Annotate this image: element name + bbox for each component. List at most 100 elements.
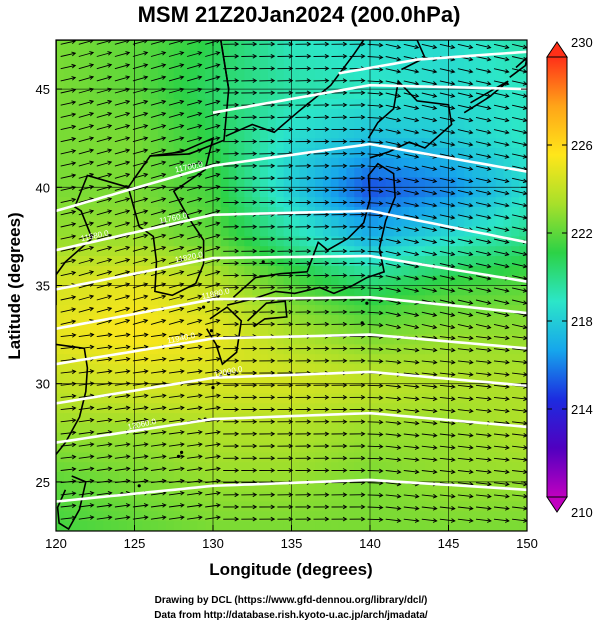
wind-arrow-shaft [475, 445, 491, 449]
wind-arrow-shaft [457, 323, 473, 329]
heat-cell [205, 314, 214, 326]
wind-arrow [114, 318, 131, 325]
heat-cell [495, 393, 505, 404]
heat-cell [393, 354, 402, 365]
heat-cell [71, 344, 81, 355]
heat-cell [487, 256, 497, 267]
wind-arrow [385, 299, 402, 305]
heat-cell [456, 157, 465, 169]
heat-cell [377, 69, 387, 80]
wind-arrow-shaft [96, 334, 112, 338]
heat-cell [56, 256, 65, 267]
wind-arrow-shaft [96, 246, 112, 252]
heat-cell [401, 452, 410, 463]
heat-cell [401, 472, 410, 483]
wind-arrow-head [523, 408, 527, 414]
heat-cell [79, 89, 88, 100]
wind-arrow-shaft [493, 433, 509, 437]
wind-arrow-head [414, 420, 420, 426]
heat-cell [260, 226, 269, 237]
heat-cell [158, 40, 167, 51]
heat-cell [236, 442, 245, 454]
wind-arrow-head [504, 324, 510, 330]
heat-cell [479, 413, 489, 424]
heat-cell [126, 285, 136, 296]
wind-arrow [277, 395, 294, 400]
heat-cell [260, 285, 269, 296]
heat-cell [354, 413, 363, 424]
heat-cell [174, 531, 182, 541]
heat-cell [228, 354, 238, 365]
heat-cell [197, 472, 206, 483]
heat-cell [354, 167, 363, 179]
heat-cell [267, 167, 277, 179]
wind-arrow-head [215, 233, 221, 239]
wind-arrow-head [89, 245, 95, 251]
wind-arrow-shaft [187, 504, 202, 508]
heat-cell [472, 324, 481, 336]
heat-cell [472, 216, 481, 228]
wind-arrow [403, 457, 420, 462]
wind-arrow [114, 282, 131, 289]
heat-cell [448, 481, 457, 493]
wind-arrow [168, 466, 185, 472]
heat-cell [315, 481, 324, 493]
heat-cell [181, 40, 191, 51]
heat-cell [393, 413, 402, 424]
heat-cell [464, 118, 473, 129]
heat-cell [275, 148, 285, 159]
heat-cell [377, 285, 387, 296]
wind-arrow-head [396, 396, 402, 402]
heat-cell [150, 40, 159, 51]
wind-arrow-head [342, 236, 348, 242]
heat-cell [299, 521, 308, 531]
heat-cell [63, 148, 73, 159]
heat-cell [150, 491, 159, 503]
heat-cell [260, 511, 269, 522]
heat-cell [181, 344, 191, 355]
heat-cell [417, 285, 426, 296]
wind-arrow-shaft [78, 467, 94, 471]
heat-cell [322, 481, 332, 493]
heat-cell [56, 462, 65, 473]
wind-arrow-head [198, 503, 203, 508]
heat-cell [362, 285, 371, 296]
heat-cell [72, 531, 80, 541]
wind-arrow [78, 405, 95, 411]
heat-cell [409, 373, 418, 385]
heat-cell [315, 462, 324, 473]
wind-arrow-shaft [367, 336, 383, 338]
wind-arrow [150, 282, 167, 289]
heat-cell [464, 89, 473, 100]
heat-cell [244, 521, 253, 531]
heat-cell [236, 89, 245, 100]
wind-arrow [150, 405, 167, 411]
heat-cell [299, 138, 308, 149]
wind-arrow-head [252, 431, 258, 437]
wind-arrow-shaft [475, 336, 491, 339]
heat-cell [432, 246, 442, 257]
heat-cell [456, 383, 465, 395]
heat-cell [464, 383, 473, 395]
heat-cell [299, 314, 308, 326]
wind-arrow-head [216, 381, 221, 386]
heat-cell [519, 521, 527, 531]
wind-arrow [385, 275, 402, 281]
heat-cell [189, 295, 198, 306]
heat-cell [244, 383, 253, 395]
wind-arrow [313, 309, 330, 315]
heat-cell [448, 472, 457, 483]
heat-cell [370, 373, 379, 385]
heat-cell [228, 403, 238, 414]
heat-cell [291, 305, 300, 316]
heat-cell [519, 501, 527, 512]
wind-arrow-shaft [367, 421, 383, 423]
heat-cell [409, 79, 418, 90]
wind-arrow [60, 466, 77, 472]
heat-cell [134, 521, 143, 531]
wind-arrow-shaft [150, 382, 166, 386]
wind-arrow [367, 286, 384, 292]
heat-cell [142, 501, 151, 512]
heat-cell [464, 69, 473, 80]
